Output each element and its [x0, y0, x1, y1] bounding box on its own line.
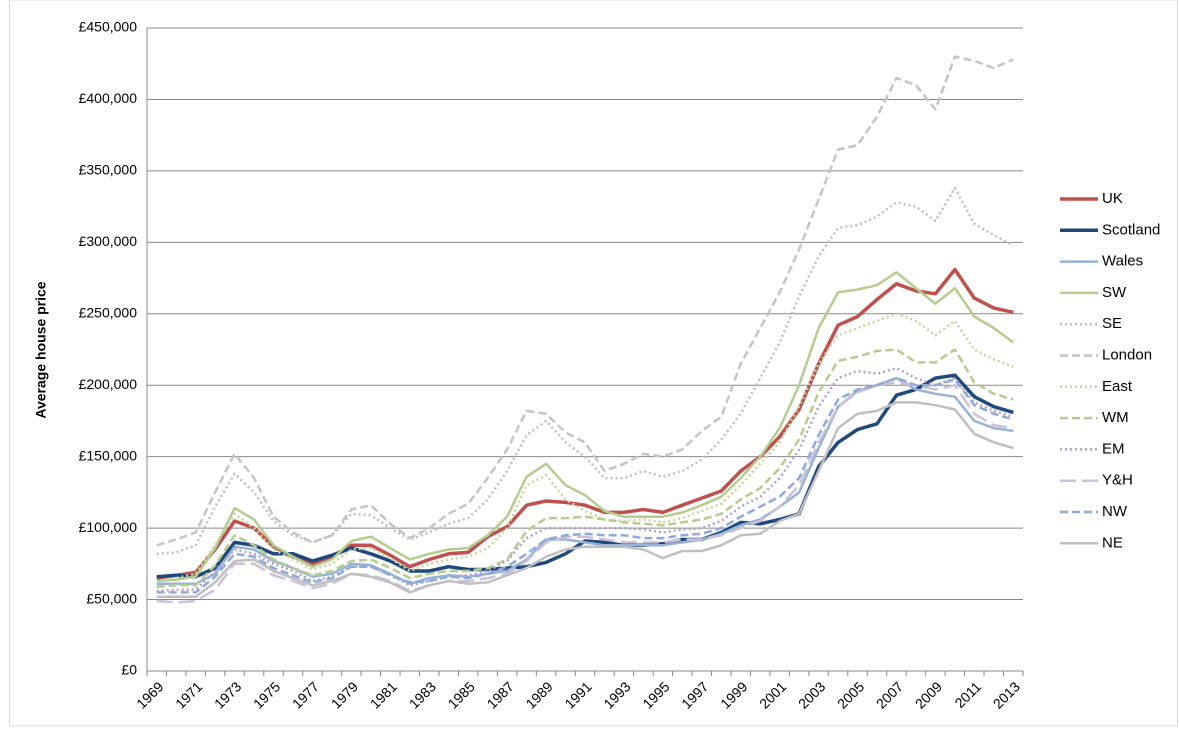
- legend-label: WM: [1102, 409, 1129, 426]
- x-tick-label: 1979: [328, 678, 361, 711]
- legend-label: Y&H: [1102, 472, 1133, 489]
- x-tick-label: 2009: [912, 678, 945, 711]
- legend-label: NW: [1102, 503, 1128, 520]
- y-tick-label: £200,000: [79, 376, 138, 392]
- chart-frame: [9, 0, 1178, 727]
- x-tick-label: 1971: [172, 678, 205, 711]
- y-tick-label: £150,000: [79, 447, 138, 463]
- x-tick-label: 2007: [873, 678, 906, 711]
- legend-label: London: [1102, 346, 1152, 363]
- x-tick-label: 1975: [250, 678, 283, 711]
- x-tick-label: 1999: [717, 678, 750, 711]
- series-line: [156, 267, 1014, 580]
- series-line: [156, 376, 1014, 594]
- x-tick-label: 1983: [406, 678, 439, 711]
- y-tick-label: £400,000: [79, 90, 138, 106]
- legend-label: Scotland: [1102, 221, 1160, 238]
- series-line: [156, 401, 1014, 598]
- series-line: [156, 271, 1015, 583]
- x-tick-label: 1989: [522, 678, 555, 711]
- x-tick-label: 1985: [445, 678, 478, 711]
- legend-label: NE: [1102, 534, 1123, 551]
- x-tick-label: 1981: [367, 678, 400, 711]
- x-tick-label: 1969: [133, 678, 166, 711]
- legend-label: SE: [1102, 315, 1122, 332]
- y-tick-label: £350,000: [79, 162, 138, 178]
- series-line: [156, 186, 1014, 556]
- x-tick-label: 1973: [211, 678, 244, 711]
- x-tick-label: 1991: [561, 678, 594, 711]
- y-tick-label: £300,000: [79, 233, 138, 249]
- x-tick-label: 1997: [678, 678, 711, 711]
- y-tick-label: £450,000: [79, 19, 138, 35]
- x-tick-label: 1977: [289, 678, 322, 711]
- legend-label: East: [1102, 378, 1133, 395]
- x-tick-label: 1993: [600, 678, 633, 711]
- legend-label: UK: [1102, 190, 1123, 207]
- y-tick-label: £0: [121, 662, 137, 678]
- series-line: [156, 55, 1014, 547]
- series-line: [156, 348, 1014, 588]
- legend-label: EM: [1102, 440, 1125, 457]
- y-axis-label: Average house price: [33, 281, 49, 418]
- y-tick-label: £50,000: [86, 590, 137, 606]
- x-tick-label: 1987: [484, 678, 517, 711]
- series-line: [156, 373, 1014, 579]
- x-tick-label: 2011: [951, 678, 984, 711]
- series-line: [156, 366, 1014, 593]
- legend-label: Wales: [1102, 253, 1143, 270]
- legend-label: SW: [1102, 284, 1127, 301]
- x-tick-label: 2001: [756, 678, 789, 711]
- x-tick-label: 1995: [639, 678, 672, 711]
- y-tick-label: £100,000: [79, 519, 138, 535]
- y-tick-label: £250,000: [79, 304, 138, 320]
- x-tick-label: 2013: [990, 678, 1023, 711]
- x-tick-label: 2003: [795, 678, 828, 711]
- x-tick-label: 2005: [834, 678, 867, 711]
